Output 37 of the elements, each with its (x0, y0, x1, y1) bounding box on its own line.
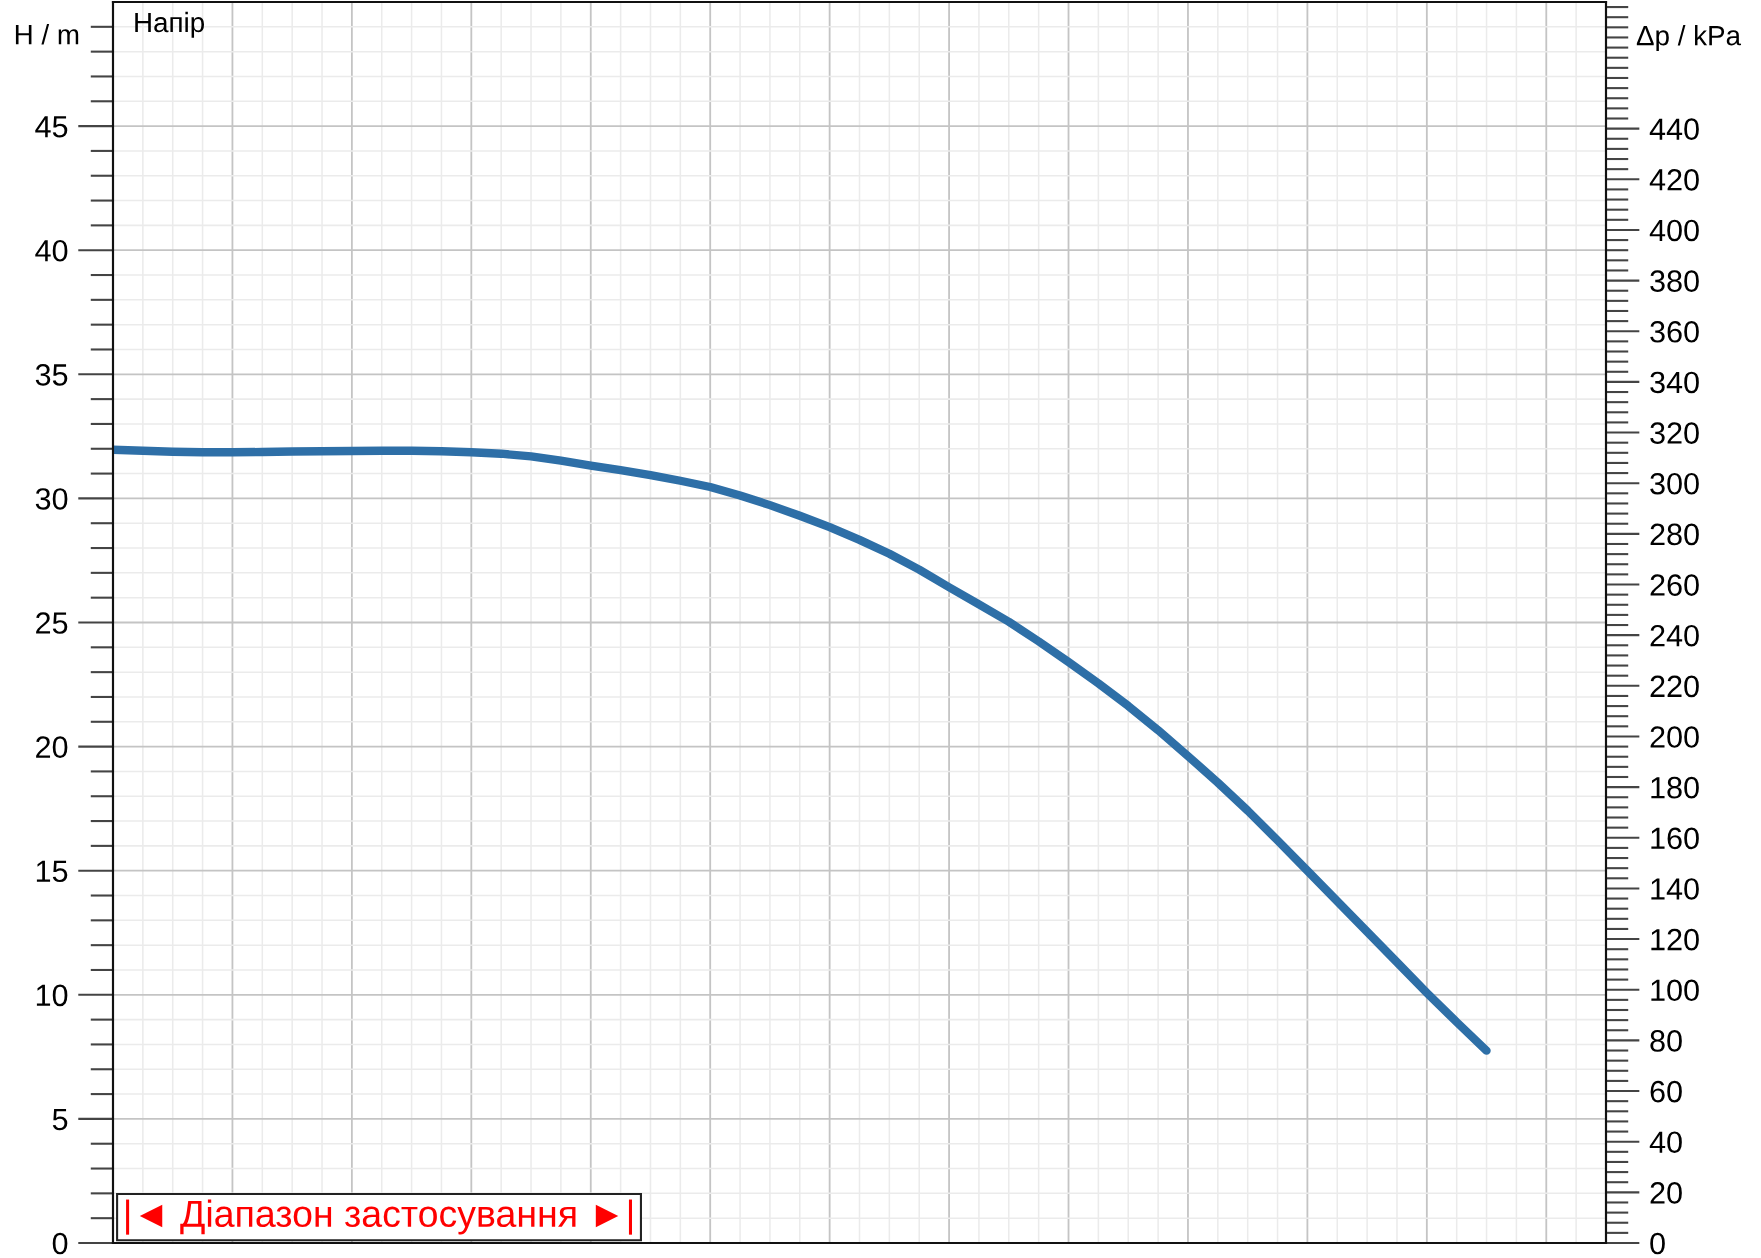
y-tick-label: 30 (35, 488, 68, 510)
y2-tick-label: 300 (1650, 472, 1699, 495)
y-tick-label: 25 (36, 612, 68, 634)
y2-tick-label: 160 (1651, 827, 1699, 850)
y2-tick-label: 380 (1650, 270, 1699, 292)
y-tick-label: 10 (36, 984, 68, 1007)
y2-tick-label: 200 (1650, 726, 1699, 748)
y-tick-label: 15 (36, 860, 68, 883)
y2-tick-label: 140 (1651, 878, 1699, 900)
y2-tick-label: 400 (1649, 219, 1699, 242)
y2-tick-label: 240 (1650, 624, 1699, 647)
annotation: |◄ Діапазон застосування ►| (126, 1199, 632, 1235)
y2-tick-label: 220 (1650, 675, 1699, 698)
y2-tick-label: 180 (1651, 776, 1699, 799)
y-axis-title: H / m (15, 24, 79, 45)
chart-title: Напір (135, 11, 205, 38)
y2-tick-label: 420 (1649, 169, 1699, 191)
y2-tick-label: 80 (1650, 1030, 1682, 1052)
y2-tick-label: 40 (1649, 1131, 1682, 1154)
y-tick-label: 5 (52, 1108, 68, 1131)
y2-tick-label: 120 (1651, 928, 1699, 951)
y2-tick-label: 20 (1650, 1182, 1682, 1204)
y2-tick-label: 320 (1650, 422, 1699, 444)
y2-tick-label: 280 (1650, 523, 1699, 546)
y2-tick-label: 260 (1650, 574, 1699, 596)
y-tick-label: 35 (35, 364, 68, 386)
y-tick-label: 45 (35, 116, 68, 138)
y2-tick-label: 340 (1650, 371, 1699, 394)
y-tick-label: 20 (36, 736, 68, 758)
y-tick-label: 40 (35, 239, 68, 262)
y-tick-label: 0 (52, 1232, 68, 1255)
y2-tick-label: 440 (1649, 118, 1699, 141)
y2-tick-label: 0 (1650, 1232, 1665, 1255)
y2-tick-label: 100 (1651, 979, 1699, 1002)
y2-axis-title: Δp / kPa (1636, 25, 1742, 51)
y2-tick-label: 360 (1650, 320, 1699, 343)
y2-tick-label: 60 (1650, 1080, 1682, 1103)
